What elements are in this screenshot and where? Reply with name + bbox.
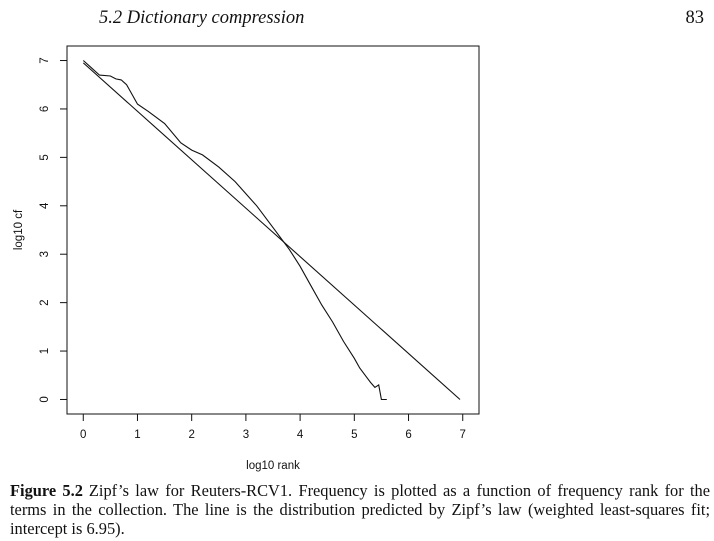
y-axis-label: log10 cf xyxy=(13,209,25,250)
x-tick-label: 4 xyxy=(297,429,304,441)
x-tick-label: 5 xyxy=(351,429,357,441)
y-tick-label: 5 xyxy=(39,154,51,160)
page-number: 83 xyxy=(685,8,705,28)
zipf-chart: 0 1 2 3 4 5 6 7 0 1 2 3 4 5 6 7 log10 rank log10 cf xyxy=(13,45,480,472)
y-tick-label: 7 xyxy=(39,57,51,63)
empirical-line xyxy=(82,60,387,401)
y-tick-label: 1 xyxy=(39,348,51,354)
x-tick-label: 3 xyxy=(243,429,249,441)
x-tick-label: 6 xyxy=(405,429,411,441)
y-tick-label: 4 xyxy=(39,202,51,209)
x-tick-label: 7 xyxy=(460,429,466,441)
figure-caption: Figure 5.2 Zipf’s law for Reuters-RCV1. F… xyxy=(10,481,710,538)
series-layer xyxy=(82,60,461,401)
x-tick-label: 0 xyxy=(80,429,86,441)
y-tick-label: 3 xyxy=(39,251,51,257)
x-tick-label: 2 xyxy=(188,429,194,441)
y-axis: 0 1 2 3 4 5 6 7 xyxy=(39,57,67,403)
x-tick-label: 1 xyxy=(134,429,140,441)
y-tick-label: 6 xyxy=(39,106,51,112)
x-axis-label: log10 rank xyxy=(246,460,300,472)
figure-caption-text: Zipf’s law for Reuters-RCV1. Frequency i… xyxy=(10,481,711,538)
x-axis: 0 1 2 3 4 5 6 7 xyxy=(80,414,466,441)
zipf-fit-line xyxy=(82,62,461,400)
plot-frame xyxy=(66,45,480,415)
running-title: 5.2 Dictionary compression xyxy=(99,8,305,28)
figure-label: Figure 5.2 xyxy=(10,481,83,500)
y-tick-label: 2 xyxy=(39,299,51,305)
y-tick-label: 0 xyxy=(39,396,51,402)
